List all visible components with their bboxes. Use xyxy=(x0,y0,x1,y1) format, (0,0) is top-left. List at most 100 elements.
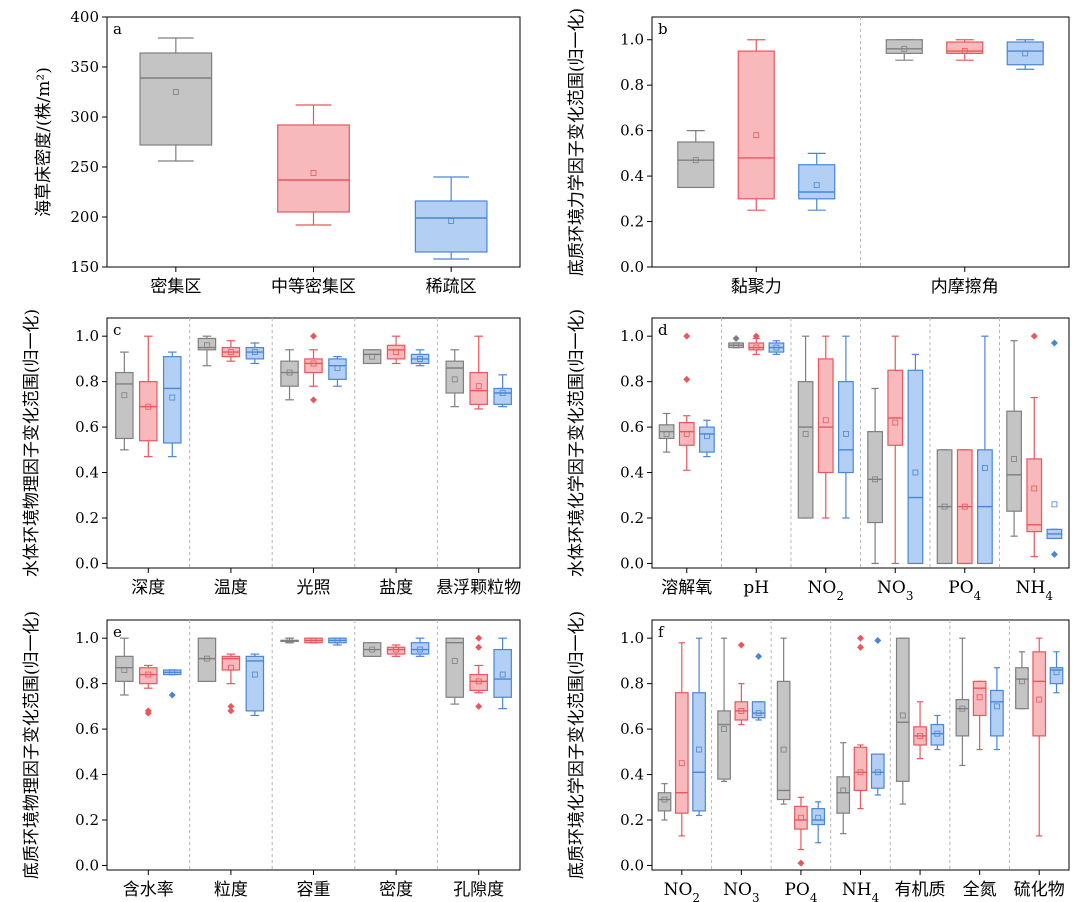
mean-marker xyxy=(334,365,341,371)
mean-marker xyxy=(941,503,948,510)
box-sparse xyxy=(245,653,265,717)
box-sparse xyxy=(838,335,854,519)
box-sparse xyxy=(699,419,715,458)
y-tick-label: 0.6 xyxy=(620,122,644,140)
iqr-box xyxy=(895,637,910,782)
mean-marker xyxy=(227,349,234,355)
box-sparse xyxy=(410,349,430,367)
iqr-box xyxy=(1026,458,1043,533)
x-category-label: 容重 xyxy=(297,880,331,900)
mean-marker xyxy=(286,369,293,376)
mean-marker xyxy=(251,349,258,355)
box-sparse xyxy=(768,340,785,355)
y-tick-label: 0.6 xyxy=(620,720,644,738)
panel-d: d 0.0 0.2 0.4 0.6 0.8 1.0 水体环境化学因子变化范围(归一化) 溶解氧 p… xyxy=(567,309,1070,603)
x-category-label: 密度 xyxy=(379,880,413,900)
x-category-label: 深度 xyxy=(131,578,165,598)
box-medium xyxy=(853,634,868,810)
y-tick-label: 0.8 xyxy=(620,675,644,693)
mean-marker xyxy=(753,344,760,351)
y-tick-label: 0.0 xyxy=(75,856,99,874)
box-dense xyxy=(115,351,134,451)
box-sparse xyxy=(977,335,993,565)
mean-marker xyxy=(678,760,685,767)
outlier-point xyxy=(227,707,235,715)
x-category-label: 内摩擦角 xyxy=(931,277,999,297)
y-tick-label: 0.8 xyxy=(620,373,644,391)
box-medium xyxy=(678,332,695,471)
iqr-box xyxy=(972,680,987,717)
mean-marker xyxy=(169,394,176,401)
outlier-point xyxy=(797,859,805,867)
iqr-box xyxy=(907,369,924,565)
y-tick-label: 0.2 xyxy=(75,509,99,527)
y-tick-label: 0.6 xyxy=(620,418,644,436)
panel-letter: c xyxy=(113,321,121,339)
y-tick-label: 0.0 xyxy=(75,554,99,572)
mean-marker xyxy=(753,132,760,139)
iqr-box xyxy=(139,381,158,442)
iqr-box xyxy=(797,381,814,519)
iqr-box xyxy=(811,808,826,826)
y-tick-label: 150 xyxy=(70,258,99,276)
outlier-point xyxy=(683,332,691,340)
y-tick-label: 300 xyxy=(70,108,99,126)
mean-marker xyxy=(310,170,317,176)
y-tick-label: 1.0 xyxy=(620,629,644,647)
box-dense xyxy=(658,412,675,453)
mean-marker xyxy=(1031,485,1038,492)
box-medium xyxy=(304,637,323,644)
box-dense xyxy=(280,637,299,644)
mean-marker xyxy=(661,796,668,803)
y-tick-label: 0.8 xyxy=(75,373,99,391)
mean-marker xyxy=(696,746,702,753)
x-category-label: NH4 xyxy=(842,880,879,902)
mean-marker xyxy=(872,476,878,483)
box-dense xyxy=(797,335,814,519)
mean-marker xyxy=(499,390,506,396)
outlier-point xyxy=(857,643,864,651)
iqr-box xyxy=(277,124,350,213)
y-tick-label: 0.2 xyxy=(620,509,644,527)
box-sparse xyxy=(328,637,347,646)
x-category-label: NO3 xyxy=(723,880,759,902)
x-category-label: NO3 xyxy=(877,578,913,603)
box-sparse xyxy=(493,637,512,710)
box-medium xyxy=(748,332,765,355)
box-medium xyxy=(817,335,834,519)
y-tick-label: 0.2 xyxy=(620,811,644,829)
y-tick-label: 0.8 xyxy=(620,76,644,94)
box-sparse xyxy=(811,801,826,844)
box-medium xyxy=(304,332,323,404)
box-medium xyxy=(913,701,927,760)
box-medium xyxy=(737,39,775,211)
y-tick-label: 1.0 xyxy=(620,327,644,345)
panel-b: b 0.0 0.2 0.4 0.6 0.8 1.0 底质环境力学因子变化范围(归一化) 黏聚力 内… xyxy=(567,8,1070,297)
box-dense xyxy=(445,349,465,408)
mean-marker xyxy=(721,726,727,732)
box-sparse xyxy=(1046,339,1063,558)
mean-marker xyxy=(204,655,210,662)
y-tick-label: 0.4 xyxy=(620,464,644,482)
box-dense xyxy=(197,637,217,682)
mean-marker xyxy=(982,465,988,471)
mean-marker xyxy=(369,353,376,360)
box-dense xyxy=(895,637,910,805)
iqr-box xyxy=(245,346,265,360)
mean-marker xyxy=(901,45,908,52)
iqr-box xyxy=(853,746,868,792)
outlier-point xyxy=(1050,550,1058,558)
y-tick-label: 0.4 xyxy=(620,766,644,784)
mean-marker xyxy=(961,48,968,54)
mean-marker xyxy=(733,342,739,349)
y-tick-label: 0.6 xyxy=(75,418,99,436)
box-sparse xyxy=(493,374,512,408)
mean-marker xyxy=(121,392,128,399)
y-axis-title: 底质环境力学因子变化范围(归一化) xyxy=(567,8,587,276)
y-tick-label: 0.2 xyxy=(620,213,644,231)
outlier-point xyxy=(475,634,483,642)
box-medium xyxy=(277,104,350,226)
box-sparse xyxy=(870,636,885,796)
iqr-box xyxy=(717,710,731,780)
box-sparse xyxy=(1049,651,1064,694)
